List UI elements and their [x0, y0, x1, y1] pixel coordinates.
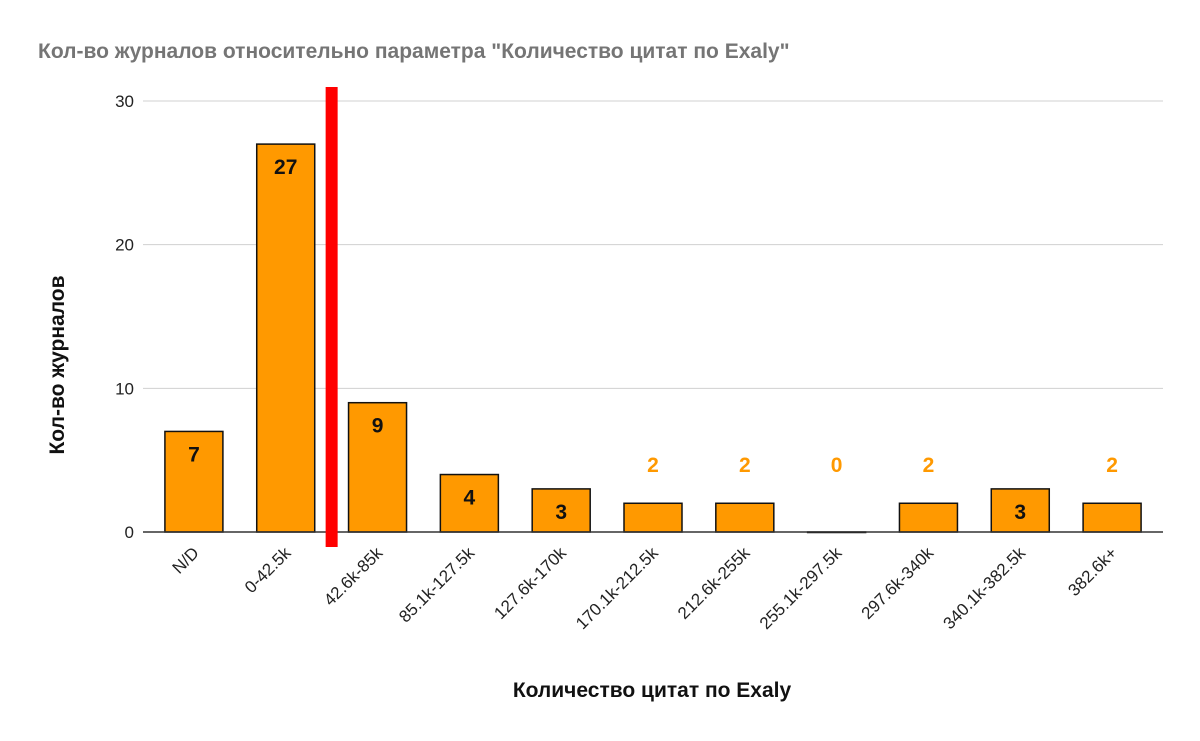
x-tick-label: 297.6k-340k [858, 543, 938, 623]
y-tick-label: 20 [115, 236, 134, 255]
data-label: 3 [555, 501, 567, 524]
data-label: 2 [923, 454, 935, 477]
bar [255, 143, 316, 533]
y-axis-title: Кол-во журналов [46, 275, 69, 454]
y-tick-label: 30 [115, 92, 134, 111]
data-label: 2 [647, 454, 659, 477]
bar [531, 488, 591, 533]
data-label: 0 [831, 454, 843, 477]
data-label: 2 [739, 454, 751, 477]
data-label: 27 [274, 156, 297, 179]
x-tick-label: 255.1k-297.5k [756, 543, 846, 633]
y-tick-label: 10 [115, 379, 134, 398]
x-tick-label: 127.6k-170k [490, 543, 570, 623]
x-tick-label: 42.6k-85k [320, 543, 387, 610]
bar [439, 473, 500, 533]
x-tick-label: 382.6k+ [1064, 543, 1121, 600]
data-label: 7 [188, 443, 200, 466]
bar [898, 502, 959, 533]
red-marker-line [325, 87, 338, 547]
y-tick-label: 0 [125, 523, 134, 542]
marker-layer [325, 87, 338, 547]
x-tick-label: 85.1k-127.5k [395, 543, 478, 626]
bar [1082, 502, 1142, 533]
x-tick-label: 170.1k-212.5k [572, 543, 662, 633]
bar [623, 502, 683, 533]
x-tick-label: N/D [169, 543, 203, 577]
data-label: 9 [372, 415, 384, 438]
x-tick-label: 212.6k-255k [674, 543, 754, 623]
bar [164, 430, 224, 533]
data-label: 2 [1106, 454, 1118, 477]
chart-title: Кол-во журналов относительно параметра "… [38, 40, 790, 63]
x-tick-label: 0-42.5k [241, 543, 295, 597]
x-tick-label: 340.1k-382.5k [939, 543, 1029, 633]
data-label: 3 [1014, 501, 1026, 524]
x-axis-title: Количество цитат по Exaly [513, 679, 792, 702]
bars-layer [143, 143, 1163, 534]
data-label: 4 [464, 487, 476, 510]
bar [715, 502, 775, 533]
